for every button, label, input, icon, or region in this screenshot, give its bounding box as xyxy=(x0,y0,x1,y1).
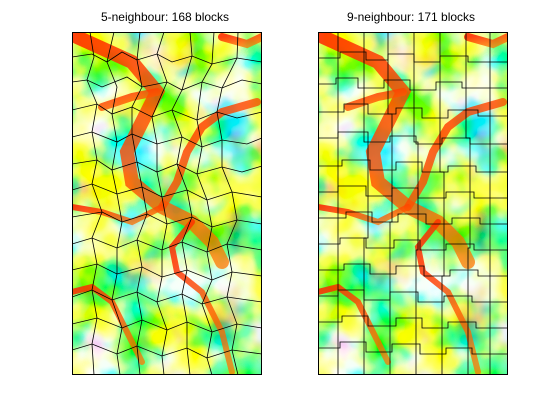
left-block-boundaries xyxy=(72,32,262,375)
right-panel-title: 9-neighbour: 171 blocks xyxy=(346,10,476,24)
left-map-frame xyxy=(72,32,262,375)
left-panel-title: 5-neighbour: 168 blocks xyxy=(100,10,230,24)
right-block-boundaries xyxy=(318,32,508,375)
right-segmentation-map xyxy=(318,32,508,375)
right-ridges xyxy=(318,32,508,375)
left-segmentation-map xyxy=(72,32,262,375)
right-map-frame xyxy=(318,32,508,375)
